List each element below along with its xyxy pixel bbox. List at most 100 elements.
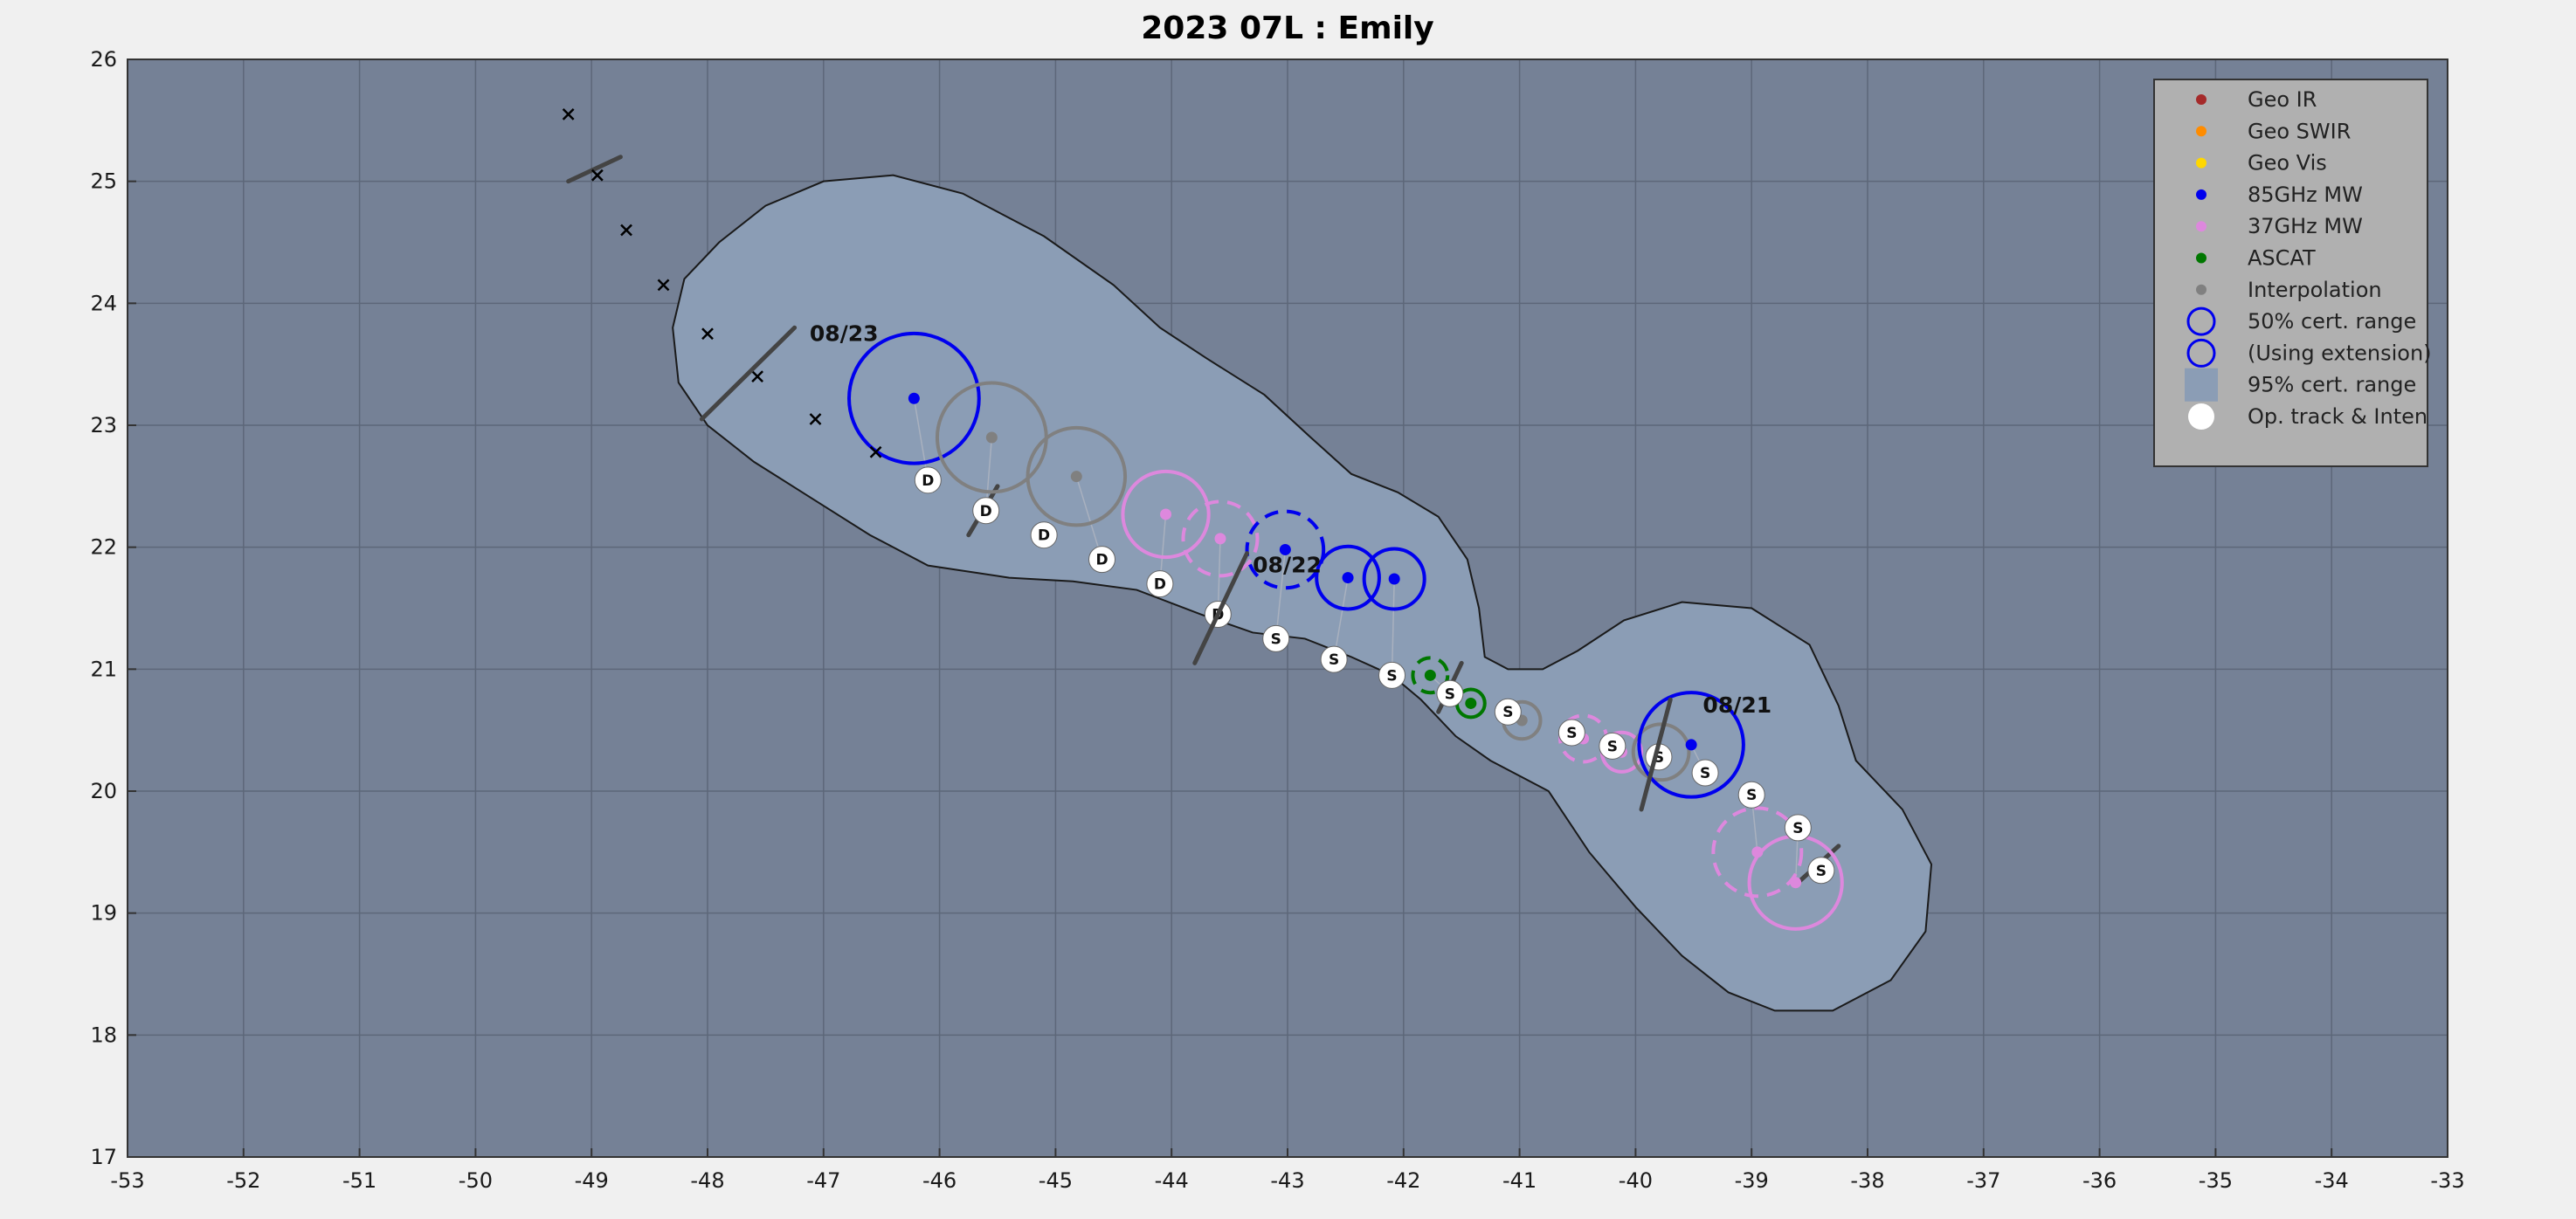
mw37-certainty-circle [1181,499,1260,578]
x-tick-label: -41 [1502,1168,1537,1193]
op-track-marker [1599,732,1626,760]
legend-label: 95% cert. range [2248,373,2416,397]
legend-swatch-dot [2196,157,2207,169]
mw85-certainty-circle [1637,691,1745,799]
mw37-fix-point [1160,508,1172,520]
mw85-fix-point [1685,739,1697,751]
x-tick-label: -43 [1270,1168,1304,1193]
y-tick-label: 23 [90,413,117,437]
x-tick-label: -38 [1850,1168,1884,1193]
op-intensity-label: S [1746,787,1757,804]
legend-swatch-white [2188,403,2214,430]
op-intensity-label: S [1566,725,1577,742]
forecast-track [562,107,882,458]
mw37-fix-point [1214,533,1226,545]
interp-certainty-circle [1631,722,1691,782]
op-track-marker [1146,570,1174,598]
x-tick-label: -42 [1386,1168,1420,1193]
op-track-marker [914,466,942,494]
op-track-marker [1320,645,1348,673]
x-tick-label: -48 [690,1168,724,1193]
op-intensity-label: S [1445,685,1455,703]
y-tick-label: 26 [90,47,117,72]
x-tick-label: -36 [2082,1168,2117,1193]
x-tick-label: -34 [2315,1168,2349,1193]
legend: Geo IR Geo SWIR Geo Vis 85GHz MW 37GHz MW ASC… [2153,79,2432,467]
ascat-fix-point [1465,697,1477,709]
date-markers: 08/23 08/22 08/21 [699,320,1771,812]
fix-connector [1274,549,1287,639]
mw85-fix-point [1342,572,1354,584]
legend-box [2153,79,2428,467]
y-tick-label: 22 [90,535,117,560]
forecast-point [620,224,632,237]
op-track-marker [1737,781,1765,809]
forecast-point [562,107,575,121]
forecast-point [869,445,882,458]
track-segment [566,155,623,184]
date-marker-line [1639,697,1673,812]
x-tick-label: -39 [1735,1168,1769,1193]
op-intensity-label: D [922,472,934,490]
mw85-certainty-circle [847,331,981,465]
legend-swatch-circle [2186,306,2216,336]
interp-fix-point [985,431,998,444]
y-tick-label: 24 [90,291,117,315]
forecast-point [751,370,763,383]
x-tick-label: -51 [342,1168,376,1193]
y-axis: 17 18 19 20 21 22 23 24 25 26 [90,47,136,1169]
op-intensity-label: D [1154,576,1166,594]
date-marker-label: 08/21 [1702,692,1771,718]
y-tick-label: 20 [90,779,117,803]
op-track-marker [1691,759,1719,787]
x-tick-label: -37 [1966,1168,2000,1193]
legend-swatch-dot [2196,221,2207,232]
forecast-point [657,279,670,292]
forecast-point [701,327,714,341]
op-intensity-label: S [1816,863,1827,880]
date-marker-line [1192,551,1250,665]
interp-certainty-circle [1026,425,1128,527]
x-tick-label: -45 [1039,1168,1073,1193]
op-intensity-label: D [1038,527,1050,545]
y-tick-label: 17 [90,1145,117,1169]
forecast-point [590,169,604,182]
mw37-fix-point [1790,877,1802,889]
op-intensity-label: S [1329,651,1339,669]
legend-swatch-dot [2196,94,2207,105]
op-intensity-label: D [980,503,992,520]
mw85-fix-point [908,392,920,404]
legend-label: Interpolation [2248,278,2382,302]
date-marker-line [699,325,798,422]
mw85-certainty-circle [1245,509,1326,590]
op-intensity-label: S [1271,630,1281,648]
op-intensity-label: S [1700,765,1710,782]
date-marker-label: 08/22 [1253,553,1322,578]
legend-label: (Using extension) [2248,341,2432,365]
fix-connector [913,398,929,480]
mw85-certainty-circle [1315,544,1381,611]
y-tick-label: 18 [90,1023,117,1047]
legend-label: 85GHz MW [2248,183,2363,207]
legend-label: Geo IR [2248,87,2317,112]
fix-connector [1075,476,1103,560]
legend-label: 50% cert. range [2248,309,2416,334]
op-track-marker [972,497,1000,525]
op-intensity-label: D [1095,552,1108,569]
date-marker-label: 08/23 [810,320,879,346]
op-track-marker [1494,698,1522,726]
op-track-marker [1807,857,1835,885]
mw85-fix-point [1279,543,1291,555]
y-tick-label: 19 [90,901,117,926]
op-track-marker [1030,521,1058,549]
legend-label: Geo Vis [2248,151,2327,176]
x-tick-label: -50 [459,1168,493,1193]
x-tick-label: -46 [922,1168,957,1193]
x-tick-label: -52 [226,1168,260,1193]
ascat-fix-point [1424,669,1436,681]
interp-fix-point [1070,471,1082,483]
fix-connector [1391,578,1395,676]
y-tick-label: 25 [90,169,117,194]
legend-swatch-square [2185,368,2218,402]
